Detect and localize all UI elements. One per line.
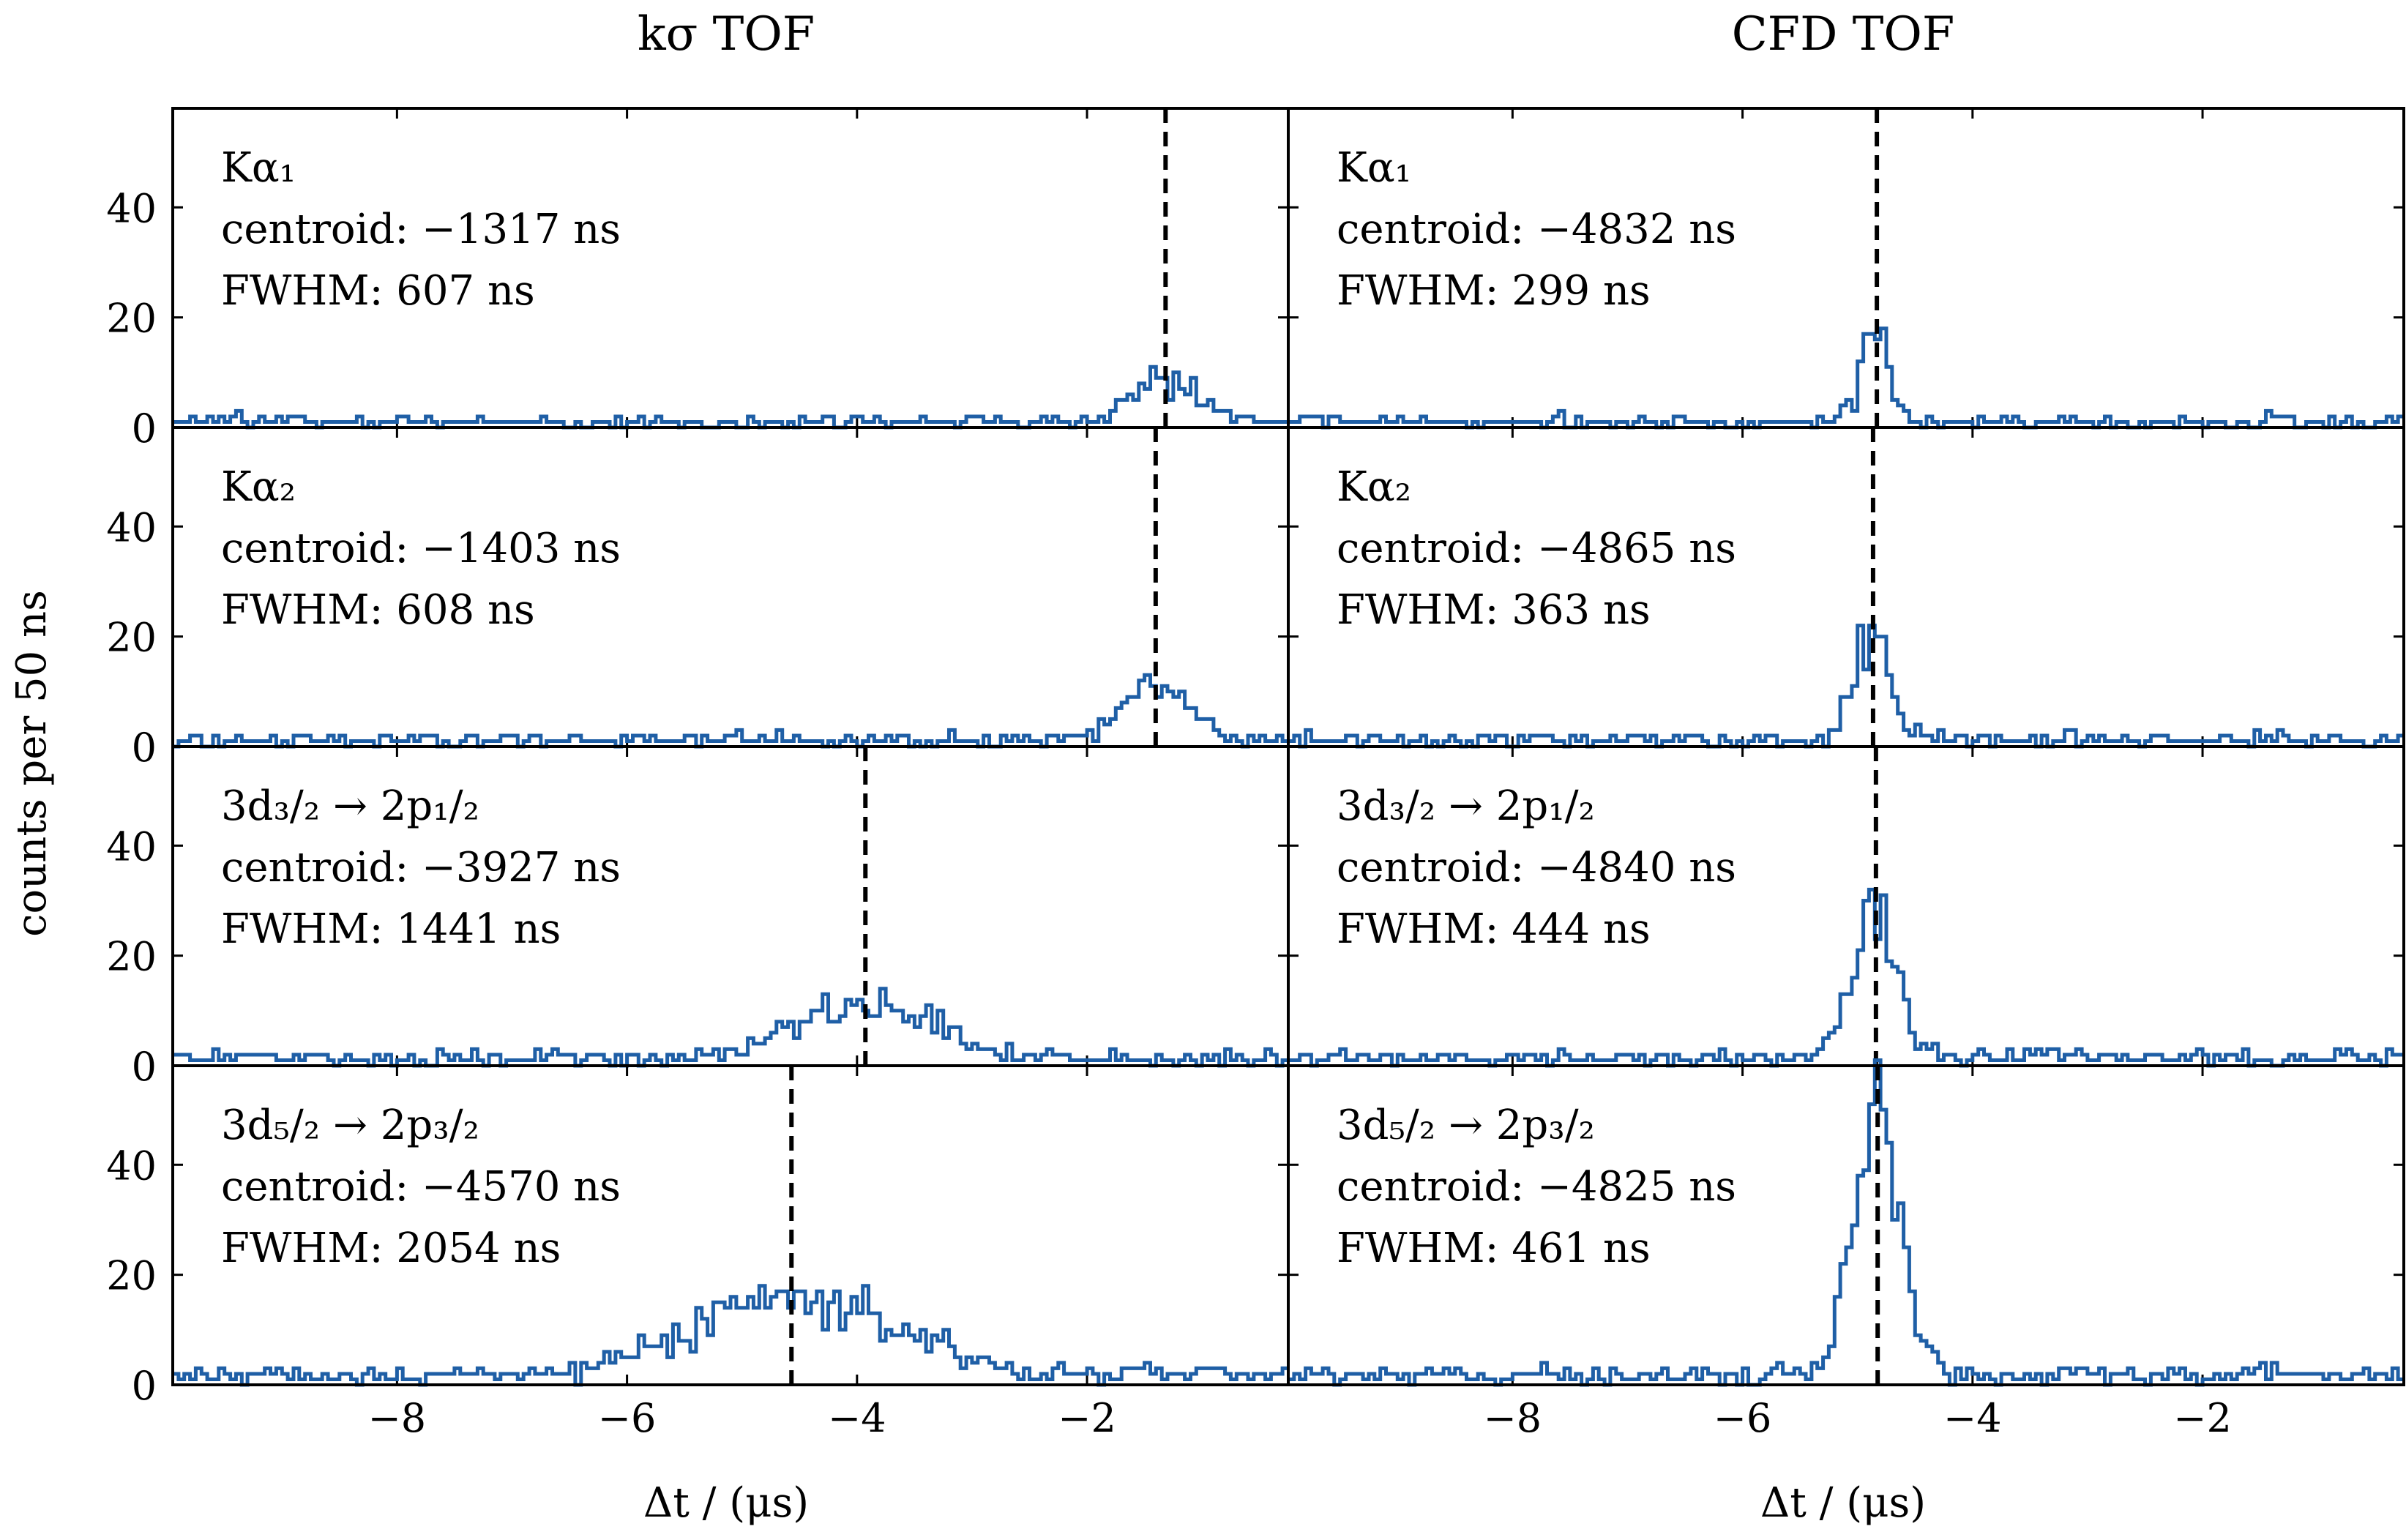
annotation-centroid: centroid: −4832 ns (1337, 206, 1736, 253)
y-tick-label: 0 (132, 1044, 157, 1090)
y-tick-label: 20 (106, 296, 157, 342)
x-tick-label: −6 (1714, 1395, 1772, 1441)
annotation-transition: Kα₂ (221, 463, 296, 511)
annotation-centroid: centroid: −4825 ns (1337, 1163, 1736, 1211)
annotation-centroid: centroid: −4840 ns (1337, 844, 1736, 892)
annotation-fwhm: FWHM: 461 ns (1337, 1225, 1651, 1272)
panel-r0-c0: Kα₁ centroid: −1317 ns FWHM: 607 ns 0 20 40 (106, 107, 1290, 452)
panel-frame (1287, 1064, 2405, 1386)
annotation-centroid: centroid: −3927 ns (221, 844, 621, 892)
panel-r3-c1: 3d₅/₂ → 2p₃/₂ centroid: −4825 ns FWHM: 461… (1287, 1058, 2405, 1441)
x-tick-label: −8 (368, 1395, 427, 1441)
x-tick-label: −2 (1058, 1395, 1116, 1441)
y-tick-label: 40 (106, 823, 157, 870)
y-tick-label: 40 (106, 185, 157, 231)
column-title-right: CFD TOF (1732, 7, 1955, 61)
panel-r3-c0: 3d₅/₂ → 2p₃/₂ centroid: −4570 ns FWHM: 205… (106, 1064, 1290, 1441)
annotation-transition: Kα₁ (1337, 144, 1411, 192)
annotation-fwhm: FWHM: 299 ns (1337, 267, 1651, 315)
y-tick-label: 40 (106, 504, 157, 550)
annotation-transition: 3d₅/₂ → 2p₃/₂ (221, 1102, 479, 1149)
x-tick-label: −2 (2173, 1395, 2232, 1441)
annotation-fwhm: FWHM: 1441 ns (221, 905, 561, 953)
x-axis-label-left: Δt / (μs) (643, 1479, 809, 1527)
annotation-transition: 3d₃/₂ → 2p₁/₂ (1337, 782, 1595, 830)
column-title-left: kσ TOF (638, 7, 815, 61)
annotation-transition: Kα₂ (1337, 463, 1411, 511)
annotation-centroid: centroid: −4865 ns (1337, 525, 1736, 572)
annotation-fwhm: FWHM: 608 ns (221, 586, 535, 634)
y-tick-label: 20 (106, 934, 157, 980)
annotation-fwhm: FWHM: 444 ns (1337, 905, 1651, 953)
annotation-fwhm: FWHM: 363 ns (1337, 586, 1651, 634)
annotation-transition: Kα₁ (221, 144, 296, 192)
x-tick-label: −8 (1484, 1395, 1542, 1441)
y-tick-label: 0 (132, 1363, 157, 1409)
panel-r2-c1: 3d₃/₂ → 2p₁/₂ centroid: −4840 ns FWHM: 444… (1287, 745, 2405, 1068)
annotation-transition: 3d₃/₂ → 2p₁/₂ (221, 782, 479, 830)
x-axis-label-right: Δt / (μs) (1760, 1479, 1926, 1527)
histogram-series (173, 987, 1288, 1068)
histogram-series (173, 1284, 1288, 1387)
y-axis-label: counts per 50 ns (8, 590, 56, 937)
annotation-centroid: centroid: −1403 ns (221, 525, 621, 572)
annotation-transition: 3d₅/₂ → 2p₃/₂ (1337, 1102, 1595, 1149)
histogram-series (1288, 1058, 2404, 1387)
x-tick-label: −6 (598, 1395, 657, 1441)
annotation-centroid: centroid: −4570 ns (221, 1163, 621, 1211)
panel-r2-c0: 3d₃/₂ → 2p₁/₂ centroid: −3927 ns FWHM: 144… (106, 745, 1290, 1090)
y-tick-label: 40 (106, 1143, 157, 1189)
y-tick-label: 20 (106, 615, 157, 661)
panel-r1-c1: Kα₂ centroid: −4865 ns FWHM: 363 ns (1287, 426, 2405, 749)
annotation-fwhm: FWHM: 2054 ns (221, 1225, 561, 1272)
panel-r1-c0: Kα₂ centroid: −1403 ns FWHM: 608 ns 0 20 40 (106, 426, 1290, 771)
x-tick-label: −4 (828, 1395, 886, 1441)
panel-r0-c1: Kα₁ centroid: −4832 ns FWHM: 299 ns (1287, 107, 2405, 430)
y-tick-label: 0 (132, 725, 157, 771)
histogram-series (1288, 326, 2404, 430)
histogram-series (1288, 624, 2404, 749)
y-tick-label: 0 (132, 405, 157, 452)
annotation-fwhm: FWHM: 607 ns (221, 267, 535, 315)
y-tick-label: 20 (106, 1253, 157, 1299)
x-tick-label: −4 (1943, 1395, 2002, 1441)
histogram-series (173, 673, 1288, 749)
histogram-series (173, 365, 1288, 430)
annotation-centroid: centroid: −1317 ns (221, 206, 621, 253)
